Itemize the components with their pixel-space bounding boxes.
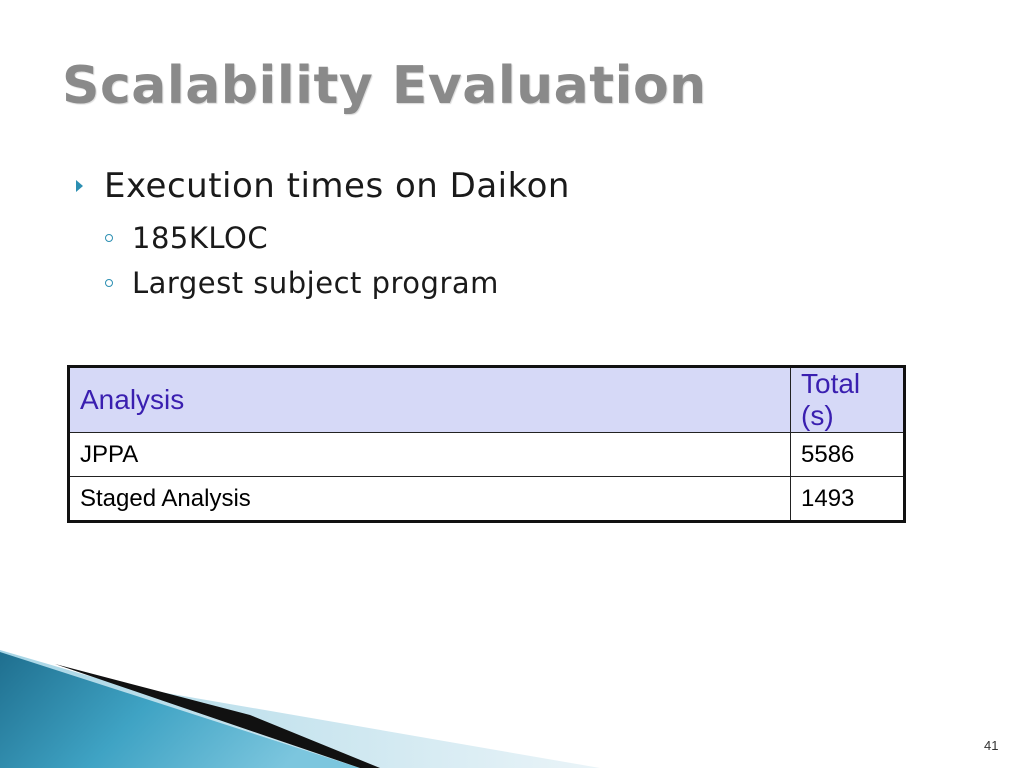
sub-bullet-text: 185KLOC xyxy=(132,221,269,255)
table-cell: 1493 xyxy=(790,476,905,522)
circle-bullet-icon xyxy=(105,279,113,287)
table-row: Staged Analysis 1493 xyxy=(68,476,905,522)
bullet-text: Execution times on Daikon xyxy=(104,166,570,206)
sub-bullet-text: Largest subject program xyxy=(132,266,499,300)
triangle-bullet-icon xyxy=(76,180,83,192)
table-header-row: Analysis Total (s) xyxy=(68,366,905,433)
table-cell: 5586 xyxy=(790,432,905,477)
circle-bullet-icon xyxy=(105,234,113,242)
page-number: 41 xyxy=(984,738,999,753)
table-cell: Staged Analysis xyxy=(68,476,791,522)
results-table: Analysis Total (s) JPPA 5586 Staged Anal… xyxy=(67,365,906,523)
slide-title: Scalability Evaluation xyxy=(62,56,707,116)
header-analysis: Analysis xyxy=(68,366,791,433)
